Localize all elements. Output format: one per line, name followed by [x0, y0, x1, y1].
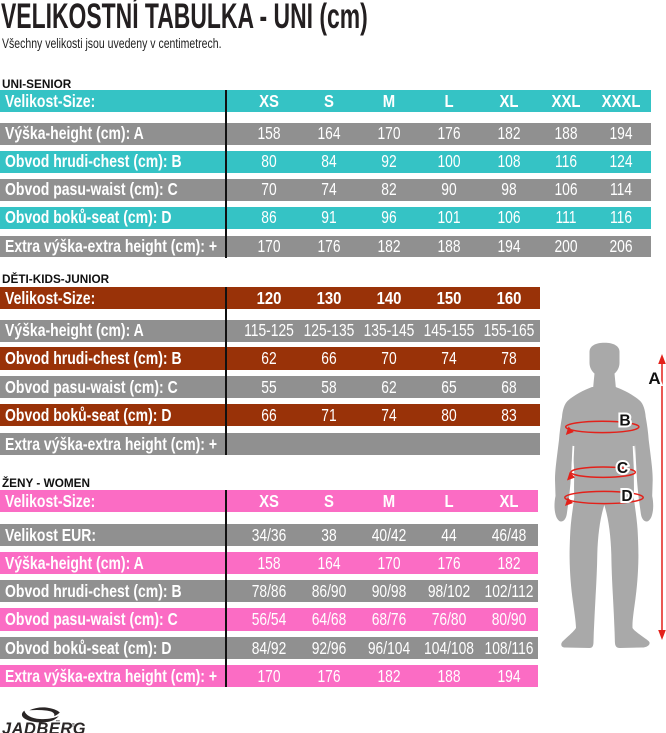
- svg-text:D: D: [621, 488, 632, 505]
- svg-text:A: A: [648, 369, 660, 388]
- svg-text:B: B: [619, 413, 630, 430]
- svg-text:™: ™: [56, 719, 61, 724]
- svg-text:®: ®: [72, 722, 76, 729]
- svg-text:C: C: [617, 460, 628, 477]
- svg-text:JADBERG: JADBERG: [2, 720, 86, 733]
